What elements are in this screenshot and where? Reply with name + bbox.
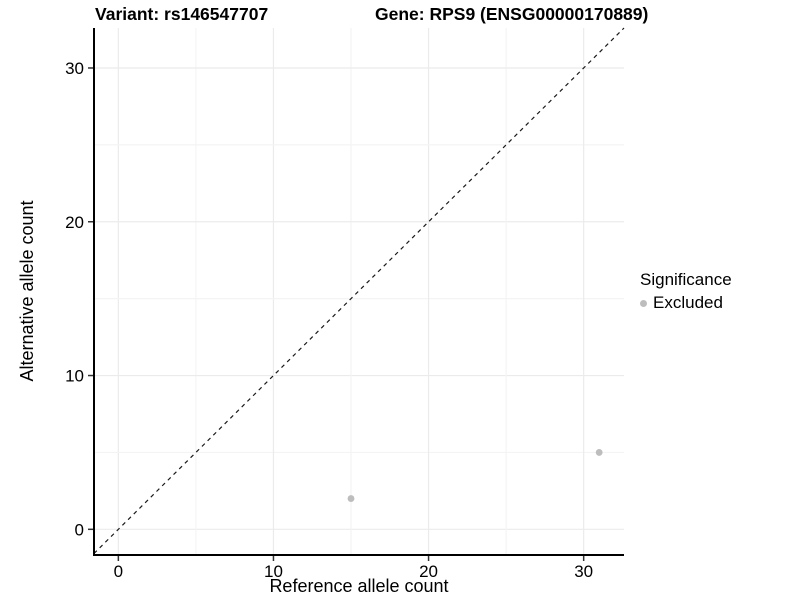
legend: Significance Excluded [640, 270, 732, 313]
x-tick-label: 30 [574, 562, 593, 581]
axes: 0 10 20 30 0 10 20 30 [65, 28, 624, 581]
legend-title: Significance [640, 270, 732, 289]
x-axis-title: Reference allele count [269, 576, 448, 596]
gene-title: Gene: RPS9 (ENSG00000170889) [375, 4, 649, 24]
x-tick-label: 10 [264, 562, 283, 581]
legend-item-label: Excluded [653, 293, 723, 312]
y-tick-label: 10 [65, 367, 84, 386]
excluded-point-icon [640, 299, 647, 307]
data-point [347, 495, 355, 502]
identity-dashed-line [93, 27, 625, 554]
grid-lines [94, 28, 624, 555]
x-tick-label: 0 [114, 562, 123, 581]
y-axis-title: Alternative allele count [17, 200, 37, 381]
data-point [595, 449, 603, 456]
legend-item-excluded: Excluded [640, 293, 732, 313]
variant-title: Variant: rs146547707 [95, 4, 269, 24]
identity-line [93, 27, 625, 554]
x-tick-label: 20 [419, 562, 438, 581]
y-tick-label: 0 [75, 520, 84, 539]
y-tick-label: 20 [65, 213, 84, 232]
data-points [347, 449, 603, 502]
y-tick-label: 30 [65, 59, 84, 78]
